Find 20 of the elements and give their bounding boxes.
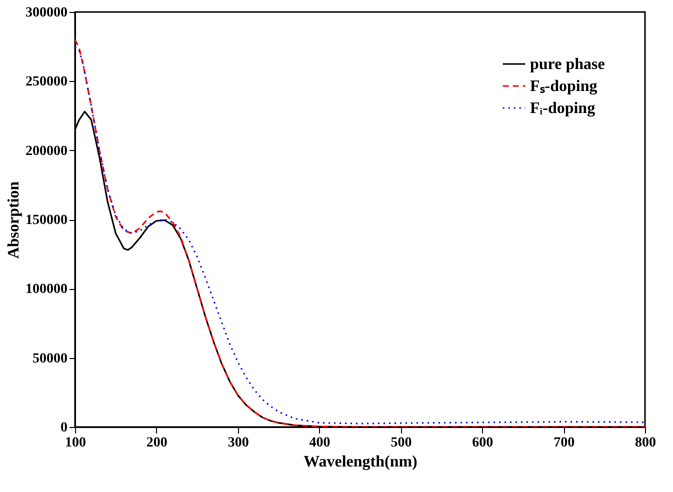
x-tick-label: 600 — [472, 436, 494, 450]
y-tick-label: 50000 — [32, 351, 68, 366]
y-tick-label: 250000 — [26, 74, 68, 90]
y-axis-title: Absorption — [6, 181, 22, 259]
x-axis-title: Wavelength(nm) — [304, 454, 418, 470]
x-tick-label: 500 — [390, 436, 412, 450]
y-tick-label: 300000 — [26, 6, 68, 20]
x-tick-label: 800 — [635, 436, 656, 450]
legend-label: Fₛ-doping — [530, 78, 598, 95]
legend-label: Fᵢ-doping — [530, 100, 596, 117]
legend-label: pure phase — [530, 56, 605, 73]
x-tick-label: 100 — [65, 436, 86, 450]
x-tick-label: 300 — [228, 436, 249, 450]
x-tick-label: 400 — [309, 436, 330, 450]
y-tick-label: 0 — [60, 420, 68, 436]
x-tick-label: 700 — [554, 436, 575, 450]
y-tick-label: 100000 — [26, 282, 68, 298]
x-tick-label: 200 — [146, 436, 168, 450]
y-tick-label: 150000 — [26, 213, 68, 228]
y-tick-label: 200000 — [26, 144, 68, 159]
